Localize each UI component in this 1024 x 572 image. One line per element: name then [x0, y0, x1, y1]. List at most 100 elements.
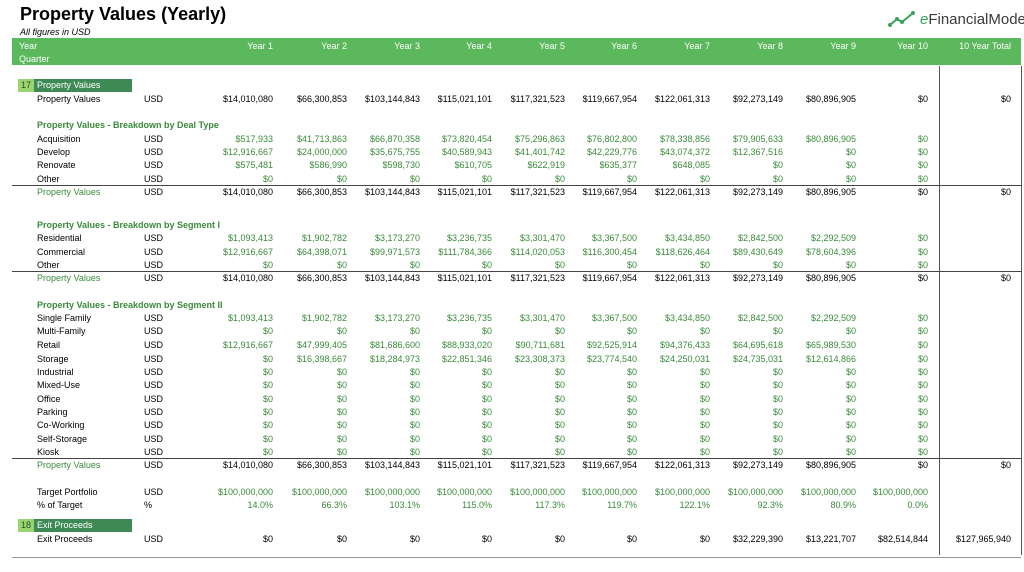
cell-year-4: $0	[481, 174, 492, 184]
row-label: % of Target	[37, 500, 83, 510]
table-row: Multi-Family USD $0 $0 $0 $0 $0 $0 $0 $0 $0 $0	[0, 325, 1024, 338]
cell-year-4: $0	[481, 534, 492, 544]
cell-year-9: $12,614,866	[805, 354, 856, 364]
cell-year-5: $117,321,523	[510, 187, 565, 197]
cell-year-3: $0	[409, 380, 420, 390]
row-unit: USD	[144, 340, 164, 350]
cell-year-9: $78,604,396	[805, 247, 856, 257]
row-unit: USD	[144, 534, 164, 544]
cell-year-8: $89,430,649	[732, 247, 783, 257]
cell-year-8: $0	[772, 394, 783, 404]
table-row: Industrial USD $0 $0 $0 $0 $0 $0 $0 $0 $0 $0	[0, 366, 1024, 379]
cell-year-11: $0	[1000, 273, 1011, 283]
cell-year-2: $0	[336, 534, 347, 544]
cell-year-2: 66.3%	[321, 500, 347, 510]
cell-year-2: $0	[336, 394, 347, 404]
cell-year-6: $92,525,914	[586, 340, 637, 350]
section-header: 17 Property Values	[18, 79, 132, 92]
cell-year-8: $79,905,633	[732, 134, 783, 144]
cell-year-10: $0	[917, 134, 928, 144]
cell-year-6: $0	[626, 367, 637, 377]
cell-year-2: $66,300,853	[296, 94, 347, 104]
cell-year-8: $0	[772, 160, 783, 170]
row-label: Kiosk	[37, 447, 60, 457]
column-header-11: 10 Year Total	[959, 41, 1011, 51]
table-row: Parking USD $0 $0 $0 $0 $0 $0 $0 $0 $0 $0	[0, 406, 1024, 419]
cell-year-3: $103,144,843	[364, 187, 420, 197]
cell-year-3: $103,144,843	[364, 273, 420, 283]
cell-year-1: $0	[262, 534, 273, 544]
cell-year-2: $100,000,000	[291, 487, 347, 497]
cell-year-8: $64,695,618	[732, 340, 783, 350]
cell-year-2: $0	[336, 326, 347, 336]
cell-year-1: $12,916,667	[222, 247, 273, 257]
cell-year-5: $622,919	[527, 160, 565, 170]
cell-year-8: $0	[772, 326, 783, 336]
row-unit: USD	[144, 134, 164, 144]
table-row: Office USD $0 $0 $0 $0 $0 $0 $0 $0 $0 $0	[0, 393, 1024, 406]
row-unit: USD	[144, 260, 164, 270]
cell-year-7: $3,434,850	[664, 233, 710, 243]
page-subtitle: All figures in USD	[20, 27, 91, 37]
cell-year-8: $12,367,516	[732, 147, 783, 157]
cell-year-9: $0	[845, 260, 856, 270]
cell-year-2: $0	[336, 434, 347, 444]
cell-year-1: $517,933	[235, 134, 273, 144]
cell-year-4: $0	[481, 447, 492, 457]
cell-year-10: $0	[917, 407, 928, 417]
cell-year-9: $100,000,000	[800, 487, 856, 497]
cell-year-11: $127,965,940	[955, 534, 1011, 544]
cell-year-2: $586,990	[309, 160, 347, 170]
cell-year-9: $80,896,905	[805, 134, 856, 144]
total-separator	[12, 185, 1021, 186]
cell-year-10: $0	[917, 160, 928, 170]
cell-year-11: $0	[1000, 94, 1011, 104]
row-unit: USD	[144, 313, 164, 323]
cell-year-10: $82,514,844	[877, 534, 928, 544]
cell-year-4: $3,236,735	[446, 313, 492, 323]
cell-year-4: $115,021,101	[437, 187, 492, 197]
cell-year-4: $0	[481, 380, 492, 390]
cell-year-11: $0	[1000, 187, 1011, 197]
cell-year-6: $0	[626, 326, 637, 336]
cell-year-5: $41,401,742	[514, 147, 565, 157]
total-separator	[12, 271, 1021, 272]
cell-year-8: $2,842,500	[737, 313, 783, 323]
cell-year-3: $0	[409, 447, 420, 457]
column-header-2: Year 2	[321, 41, 347, 51]
row-unit: USD	[144, 420, 164, 430]
cell-year-3: $0	[409, 434, 420, 444]
cell-year-6: $0	[626, 174, 637, 184]
section-label: Exit Proceeds	[37, 520, 93, 530]
cell-year-8: $0	[772, 367, 783, 377]
row-unit: USD	[144, 94, 164, 104]
cell-year-3: $3,173,270	[374, 313, 420, 323]
cell-year-4: $40,589,943	[441, 147, 492, 157]
cell-year-10: $100,000,000	[872, 487, 928, 497]
row-label: Multi-Family	[37, 326, 86, 336]
cell-year-3: $35,675,755	[369, 147, 420, 157]
cell-year-10: $0	[917, 313, 928, 323]
cell-year-3: $81,686,600	[369, 340, 420, 350]
row-unit: %	[144, 500, 153, 510]
row-label: Exit Proceeds	[37, 534, 93, 544]
cell-year-6: 119.7%	[607, 500, 637, 510]
cell-year-10: $0	[917, 394, 928, 404]
row-label: Mixed-Use	[37, 380, 81, 390]
cell-year-3: 103.1%	[389, 500, 420, 510]
cell-year-2: $0	[336, 174, 347, 184]
total-row: Property Values USD $14,010,080 $66,300,853…	[0, 459, 1024, 472]
cell-year-3: $99,971,573	[369, 247, 420, 257]
cell-year-6: $119,667,954	[582, 187, 637, 197]
cell-year-9: $0	[845, 434, 856, 444]
cell-year-10: $0	[917, 380, 928, 390]
row-unit: USD	[144, 174, 164, 184]
cell-year-5: $0	[554, 367, 565, 377]
table-row: Kiosk USD $0 $0 $0 $0 $0 $0 $0 $0 $0 $0	[0, 446, 1024, 459]
cell-year-2: $66,300,853	[296, 187, 347, 197]
row-label: Target Portfolio	[37, 487, 98, 497]
cell-year-10: $0	[917, 420, 928, 430]
cell-year-2: $0	[336, 420, 347, 430]
cell-year-3: $3,173,270	[374, 233, 420, 243]
column-header-3: Year 3	[394, 41, 420, 51]
